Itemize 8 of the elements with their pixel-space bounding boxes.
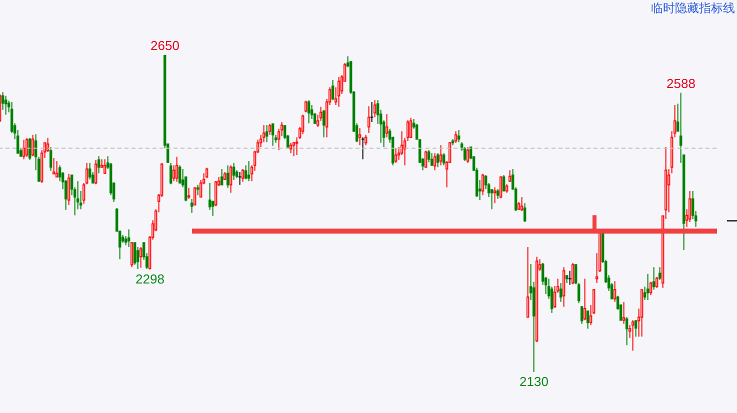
annotation: 2588 xyxy=(666,76,696,91)
annotation: 2298 xyxy=(136,272,164,287)
candlestick xyxy=(370,102,374,122)
candlestick xyxy=(568,270,572,285)
annotation: 2650 xyxy=(150,38,180,53)
candlestick xyxy=(238,172,242,185)
text: 临时隐藏指标线 xyxy=(651,1,735,15)
annotation: 2130 xyxy=(520,374,548,389)
